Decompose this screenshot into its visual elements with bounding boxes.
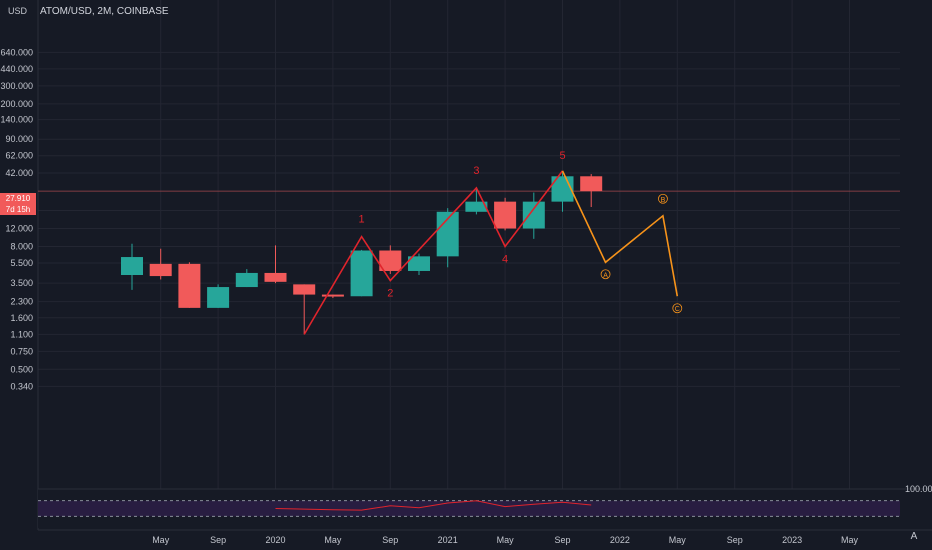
rsi-top-label: 100.00 (905, 484, 932, 494)
wave-label: 1 (359, 214, 365, 226)
candle-body (207, 287, 230, 308)
y-tick-label: 140.000 (0, 115, 33, 125)
y-tick-label: 90.000 (5, 134, 33, 144)
x-axis: May Sep 2020 May Sep 2021 May Sep 2022 May Sep 2023… (38, 529, 932, 545)
candle (494, 197, 517, 231)
candle-body (436, 211, 459, 257)
auto-scale-button[interactable]: A (910, 531, 918, 542)
candles (121, 170, 603, 335)
wave-label: 5 (559, 150, 565, 162)
y-tick-label: 0.340 (10, 381, 33, 391)
candle (178, 262, 201, 308)
wave-line (303, 170, 564, 335)
candle-body (465, 201, 488, 212)
y-tick-label: 200.000 (0, 99, 33, 109)
wave-label: 2 (387, 288, 393, 300)
x-tick-label: May (152, 535, 170, 545)
current-price-value: 27.910 (5, 194, 31, 203)
wave-label: 3 (473, 165, 479, 177)
y-axis: 640.000 440.000 300.000 200.000 140.000 90.00… (0, 0, 39, 530)
candle (350, 249, 373, 297)
candle (264, 245, 287, 284)
candle (235, 269, 258, 288)
candle (149, 248, 172, 280)
candle (321, 294, 344, 298)
x-tick-label: 2023 (782, 535, 802, 545)
candle-body (350, 250, 373, 297)
candle (379, 245, 402, 274)
candle (293, 284, 316, 335)
candle-body (264, 272, 287, 282)
x-tick-label: May (497, 535, 515, 545)
x-tick-label: 2022 (610, 535, 630, 545)
candle-body (379, 250, 402, 271)
correction-label-circle (672, 303, 683, 314)
y-tick-label: 440.000 (0, 64, 33, 74)
x-tick-label: May (669, 535, 687, 545)
wave-label: 4 (502, 253, 508, 265)
y-tick-label: 1.600 (10, 313, 33, 323)
candle-body (580, 176, 603, 192)
candle-body (293, 284, 316, 295)
wave-annotations: 1 2 3 4 5 A B C (303, 150, 683, 335)
candle-body (121, 257, 143, 276)
candle-body (522, 201, 545, 229)
rsi-panel: 100.00 (38, 484, 932, 528)
y-tick-label: 2.300 (10, 297, 33, 307)
rsi-line (275, 500, 592, 511)
correction-label-circle (658, 193, 668, 204)
candle (465, 187, 488, 215)
y-tick-label: 0.750 (10, 346, 33, 356)
x-tick-label: Sep (727, 535, 743, 545)
y-tick-label: 300.000 (0, 81, 33, 91)
y-tick-label: 62.000 (5, 151, 33, 161)
y-tick-label: 5.500 (10, 258, 33, 268)
correction-label: B (661, 197, 666, 204)
y-tick-label: 8.000 (10, 241, 33, 251)
candle (436, 208, 459, 268)
correction-label: C (675, 306, 680, 313)
chart-title: ATOM/USD, 2M, COINBASE (40, 6, 169, 17)
x-tick-label: 2020 (265, 535, 285, 545)
candle-countdown: 7d 15h (5, 205, 31, 214)
x-tick-label: 2021 (438, 535, 458, 545)
y-tick-label: 3.500 (10, 278, 33, 288)
x-tick-label: Sep (382, 535, 398, 545)
candle-body (235, 272, 258, 288)
y-tick-label: 12.000 (5, 223, 33, 233)
x-tick-label: Sep (210, 535, 226, 545)
x-tick-label: May (841, 535, 859, 545)
candle-body (178, 263, 201, 308)
candle (207, 284, 230, 308)
candle (408, 253, 430, 276)
y-tick-label: 640.000 (0, 47, 33, 57)
candle-body (149, 263, 172, 277)
x-tick-label: Sep (554, 535, 570, 545)
y-axis-unit: USD (8, 6, 28, 16)
candle (522, 192, 545, 239)
rsi-band (38, 500, 900, 517)
x-tick-label: May (324, 535, 342, 545)
y-tick-label: 42.000 (5, 168, 33, 178)
candle-body (408, 256, 430, 271)
current-price-badge: 27.910 7d 15h (0, 193, 36, 215)
candle (551, 170, 574, 212)
candle (121, 243, 143, 290)
correction-label-circle (600, 269, 611, 280)
y-tick-label: 0.500 (10, 364, 33, 374)
correction-label: A (603, 272, 608, 279)
candle-body (321, 294, 344, 297)
candle (580, 174, 603, 207)
y-tick-label: 1.100 (10, 329, 33, 339)
wave-line (561, 170, 679, 297)
candle-body (494, 201, 517, 229)
